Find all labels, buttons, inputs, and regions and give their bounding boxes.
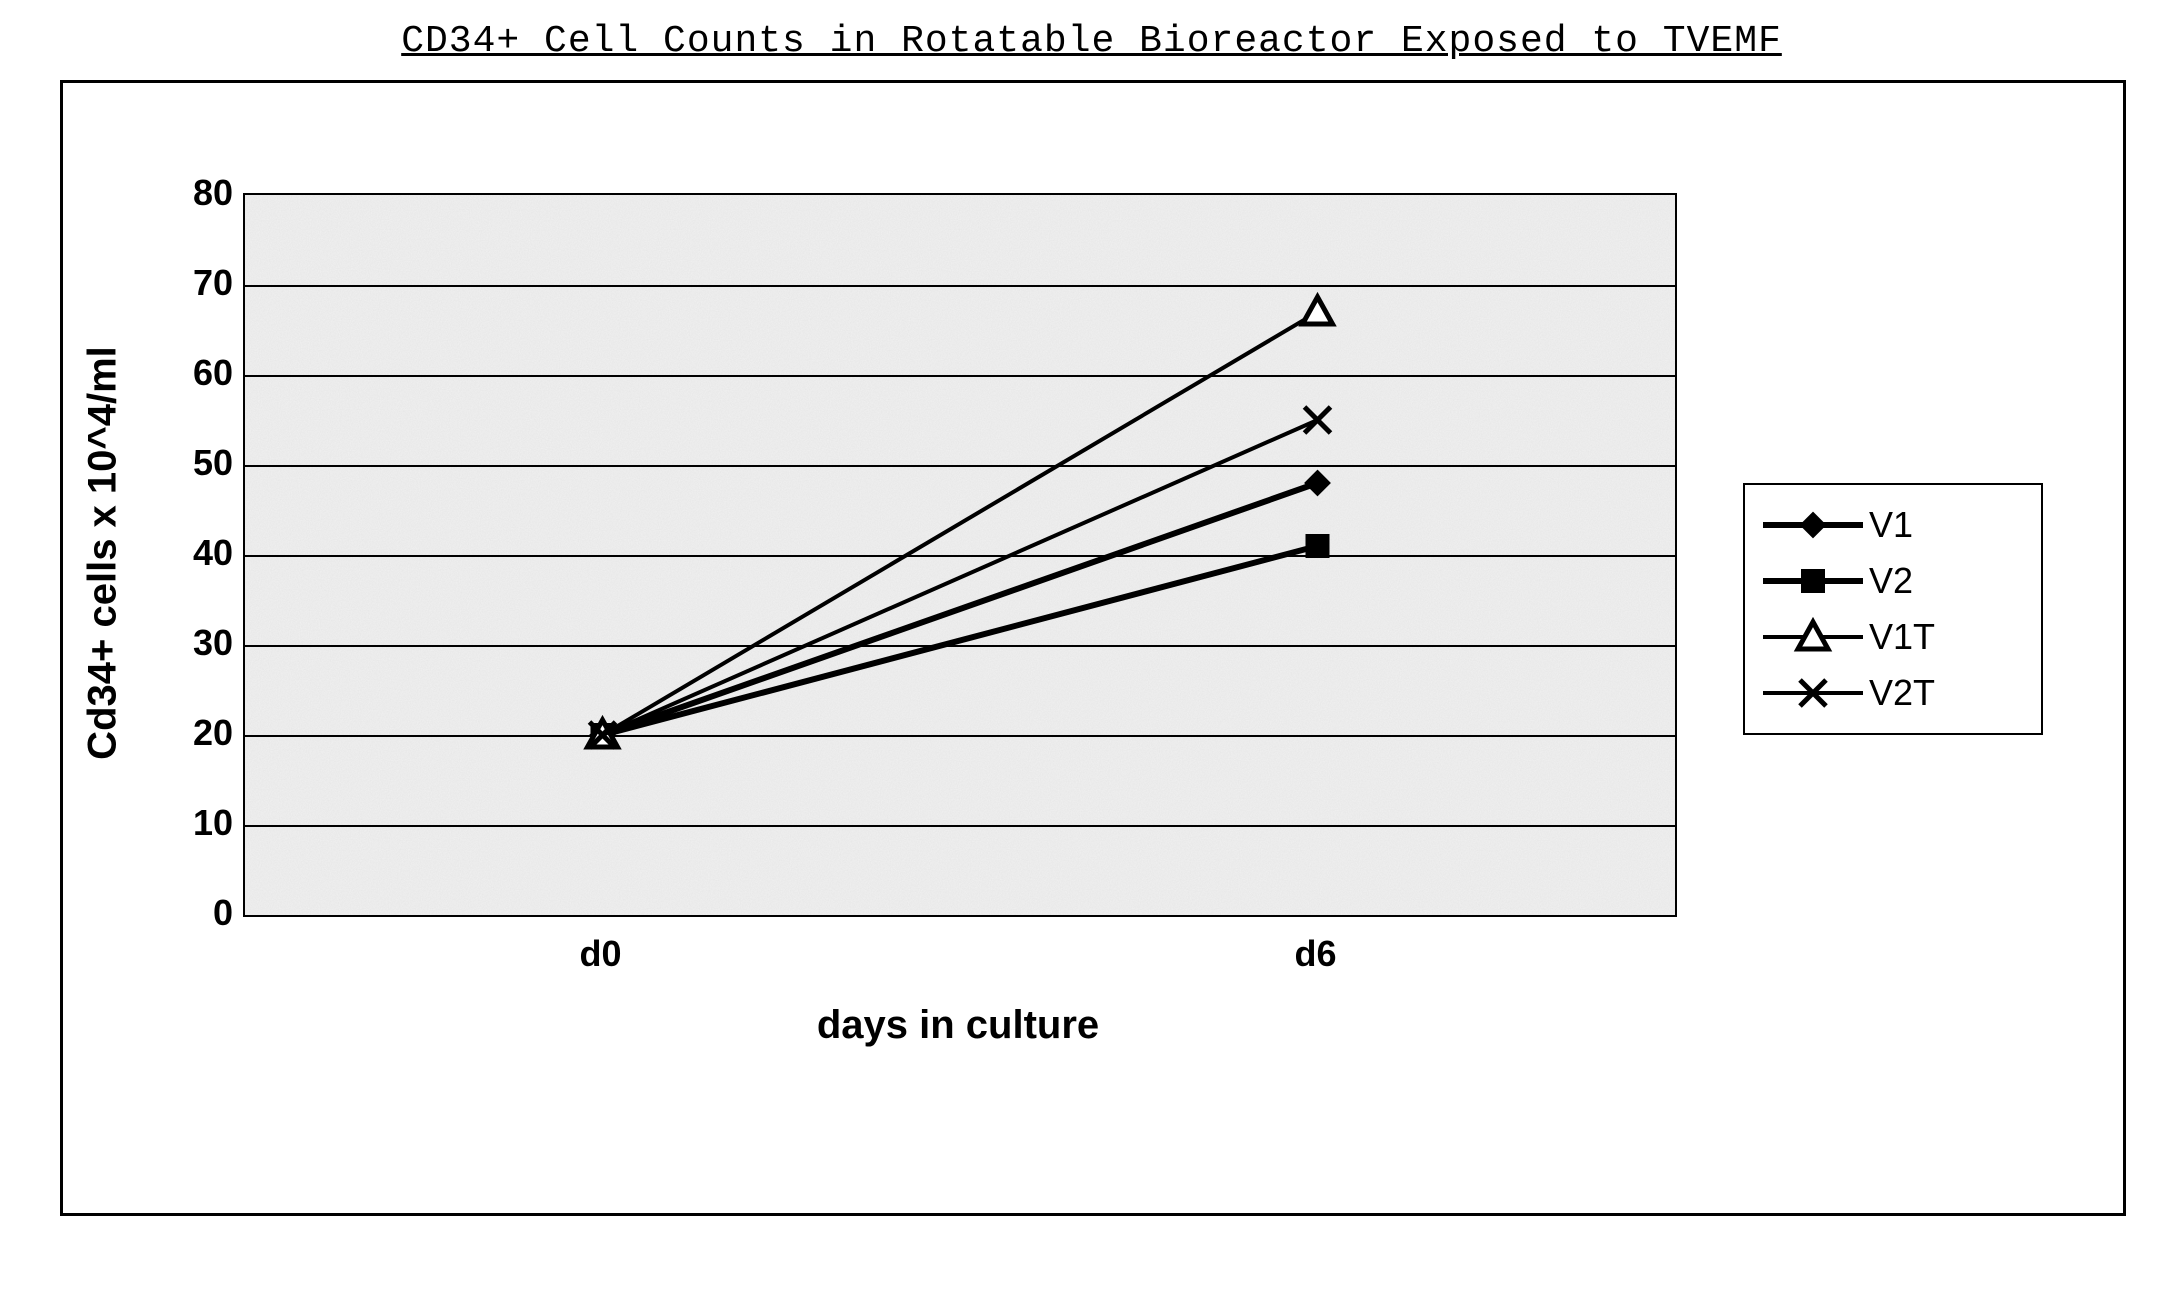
series-layer: [245, 195, 1675, 915]
legend-item-V2: V2: [1763, 553, 2023, 609]
chart-title: CD34+ Cell Counts in Rotatable Bioreacto…: [0, 20, 2183, 63]
legend-item-V2T: V2T: [1763, 665, 2023, 721]
y-axis-title: Cd34+ cells x 10^4/ml: [81, 346, 126, 760]
legend-item-V1T: V1T: [1763, 609, 2023, 665]
series-line-V2: [603, 546, 1318, 735]
legend-swatch-V1T: [1763, 617, 1863, 657]
legend-swatch-V1: [1763, 505, 1863, 545]
y-tick-label: 20: [163, 712, 233, 754]
legend-swatch-V2: [1763, 561, 1863, 601]
legend-swatch-V2T: [1763, 673, 1863, 713]
legend-label-V2: V2: [1869, 560, 1913, 602]
y-tick-label: 70: [163, 262, 233, 304]
y-tick-label: 50: [163, 442, 233, 484]
y-tick-label: 10: [163, 802, 233, 844]
y-tick-label: 40: [163, 532, 233, 574]
y-tick-label: 0: [163, 892, 233, 934]
y-tick-label: 80: [163, 172, 233, 214]
y-tick-label: 60: [163, 352, 233, 394]
series-marker-V1: [1306, 471, 1330, 495]
page-root: CD34+ Cell Counts in Rotatable Bioreacto…: [0, 0, 2183, 1292]
x-tick-label: d6: [1294, 933, 1336, 975]
x-tick-label: d0: [579, 933, 621, 975]
x-axis-title: days in culture: [817, 1003, 1099, 1048]
series-line-V1: [603, 483, 1318, 735]
series-marker-V1T: [1303, 297, 1333, 324]
legend-label-V1: V1: [1869, 504, 1913, 546]
legend: V1 V2 V1T V2T: [1743, 483, 2043, 735]
legend-item-V1: V1: [1763, 497, 2023, 553]
series-marker-V2: [1307, 535, 1329, 557]
legend-label-V2T: V2T: [1869, 672, 1935, 714]
plot-area: [243, 193, 1677, 917]
legend-label-V1T: V1T: [1869, 616, 1935, 658]
y-tick-label: 30: [163, 622, 233, 664]
series-line-V2T: [603, 420, 1318, 735]
chart-outer-frame: 0 10 20 30 40 50 60 70 80 d0 d6 Cd34+ cells x 10^…: [60, 80, 2126, 1216]
